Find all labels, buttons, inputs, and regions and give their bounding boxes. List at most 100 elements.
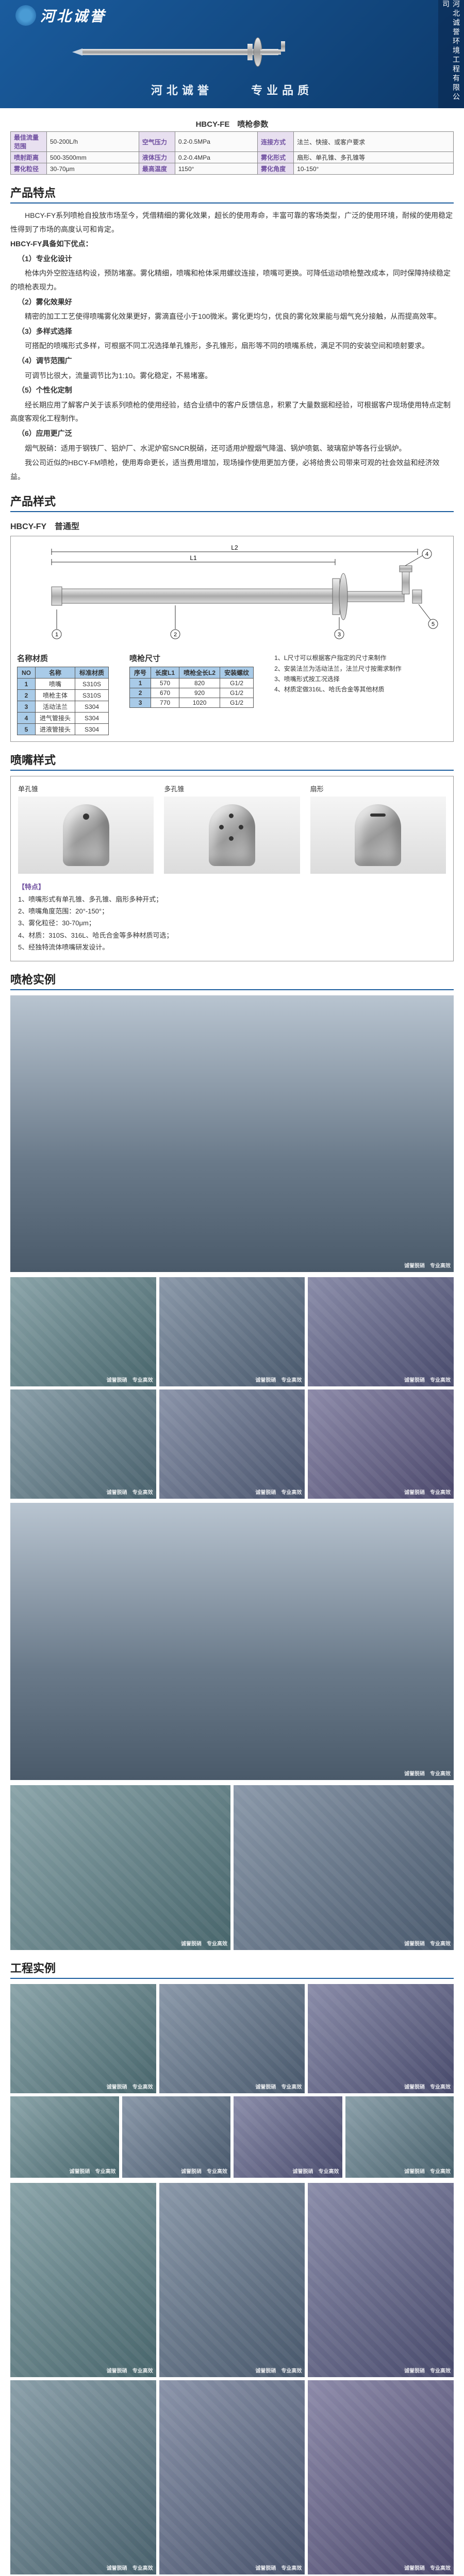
spec-value: 1150° bbox=[175, 163, 257, 175]
features-adv-title: HBCY-FY具备如下优点： bbox=[10, 237, 454, 251]
photo-watermark: 诚誉脱硝 专业高效 bbox=[107, 2082, 153, 2090]
table-row: 37701020G1/2 bbox=[130, 698, 254, 708]
dimension-table-col: 喷枪尺寸 序号长度L1喷枪全长L2安装螺纹 1570820G1/22670920… bbox=[129, 653, 254, 708]
feature-heading: （5）个性化定制 bbox=[10, 383, 454, 397]
photo: 诚誉脱硝 专业高效 bbox=[345, 2096, 454, 2178]
table-cell: 4 bbox=[18, 713, 36, 724]
table-row: 4进气管接头S304 bbox=[18, 713, 109, 724]
dim-note: 1、L尺寸可以根据客户指定的尺寸来制作 bbox=[274, 653, 402, 663]
photo: 诚誉脱硝 专业高效 bbox=[308, 2380, 454, 2574]
feature-line: 烟气脱硝：适用于钢铁厂、铝炉厂、水泥炉窑SNCR脱硝，还可适用炉膛烟气降温、锅炉… bbox=[10, 442, 454, 455]
spec-label: 最高温度 bbox=[139, 163, 175, 175]
header-side-text: 河北诚誉环境工程有限公司 bbox=[438, 0, 464, 108]
table-cell: G1/2 bbox=[220, 688, 254, 698]
photo-watermark: 诚誉脱硝 专业高效 bbox=[255, 2564, 302, 2571]
nozzle-image bbox=[164, 796, 300, 874]
company-name: 河北诚誉 bbox=[40, 5, 106, 26]
probe-illustration bbox=[52, 31, 309, 74]
photo: 诚誉脱硝 专业高效 bbox=[308, 1984, 454, 2093]
table-cell: 喷嘴 bbox=[36, 679, 75, 690]
feature-line: 精密的加工工艺使得喷嘴雾化效果更好，雾滴直径小于100微米。雾化更均匀，优良的雾… bbox=[10, 310, 454, 324]
photo-watermark: 诚誉脱硝 专业高效 bbox=[404, 2366, 451, 2374]
header-tagline: 河北诚誉 专业品质 bbox=[0, 81, 464, 98]
photo: 诚誉脱硝 专业高效 bbox=[234, 1785, 454, 1950]
feature-heading: （2）雾化效果好 bbox=[10, 295, 454, 309]
dim-note: 4、材质定做316L、哈氏合金等其他材质 bbox=[274, 684, 402, 694]
table-row: 1570820G1/2 bbox=[130, 679, 254, 688]
photo-watermark: 诚誉脱硝 专业高效 bbox=[404, 1376, 451, 1383]
spec-value: 50-200L/h bbox=[47, 132, 139, 152]
table-cell: 喷枪主体 bbox=[36, 690, 75, 701]
photo-watermark: 诚誉脱硝 专业高效 bbox=[255, 1488, 302, 1496]
table-cell: 770 bbox=[151, 698, 179, 708]
nozzle-note: 1、喷嘴形式有单孔锥、多孔锥、扇形多种开式； bbox=[18, 893, 446, 905]
material-title: 名称材质 bbox=[17, 653, 109, 664]
svg-text:L1: L1 bbox=[190, 554, 197, 562]
eng-photo-row: 诚誉脱硝 专业高效诚誉脱硝 专业高效诚誉脱硝 专业高效诚誉脱硝 专业高效 bbox=[10, 2096, 454, 2178]
photo: 诚誉脱硝 专业高效 bbox=[159, 1389, 305, 1499]
spec-value: 10-150° bbox=[294, 163, 454, 175]
nozzle-box: 单孔锥多孔锥扇形 【特点】 1、喷嘴形式有单孔锥、多孔锥、扇形多种开式；2、喷嘴… bbox=[10, 776, 454, 961]
dimension-title: 喷枪尺寸 bbox=[129, 653, 254, 664]
gun-photo-large-2: 诚誉脱硝 专业高效 bbox=[10, 1503, 454, 1780]
feature-line: 可调节比很大，流量调节比为1:10。雾化稳定，不易堵塞。 bbox=[10, 369, 454, 383]
photo: 诚誉脱硝 专业高效 bbox=[10, 2380, 156, 2574]
table-cell: 进气管接头 bbox=[36, 713, 75, 724]
material-table: NO名称标准材质 1喷嘴S310S2喷枪主体S310S3活动法兰S3044进气管… bbox=[17, 667, 109, 735]
table-cell: S310S bbox=[75, 679, 109, 690]
feature-line: 我公司近似的HBCY-FM喷枪，使用寿命更长，适当费用增加，现场操作使用更加方便… bbox=[10, 456, 454, 483]
nozzle-label: 扇形 bbox=[310, 784, 446, 793]
table-cell: 进液管接头 bbox=[36, 724, 75, 735]
photo: 诚誉脱硝 专业高效 bbox=[10, 2183, 156, 2377]
material-table-col: 名称材质 NO名称标准材质 1喷嘴S310S2喷枪主体S310S3活动法兰S30… bbox=[17, 653, 109, 735]
spec-value: 30-70μm bbox=[47, 163, 139, 175]
spec-label: 雾化形式 bbox=[258, 152, 294, 163]
eng-photo-grid-3: 诚誉脱硝 专业高效诚誉脱硝 专业高效诚誉脱硝 专业高效诚誉脱硝 专业高效诚誉脱硝… bbox=[10, 2183, 454, 2574]
table-cell: 1 bbox=[18, 679, 36, 690]
photo-watermark: 诚誉脱硝 专业高效 bbox=[293, 2167, 339, 2175]
table-cell: 920 bbox=[179, 688, 220, 698]
table-cell: 5 bbox=[18, 724, 36, 735]
photo: 诚誉脱硝 专业高效 bbox=[122, 2096, 231, 2178]
table-header: 安装螺纹 bbox=[220, 667, 254, 679]
table-cell: S304 bbox=[75, 701, 109, 713]
eng-photos-title: 工程实例 bbox=[10, 1959, 454, 1979]
gun-photos-title: 喷枪实例 bbox=[10, 971, 454, 990]
gun-photo-grid: 诚誉脱硝 专业高效诚誉脱硝 专业高效诚誉脱硝 专业高效诚誉脱硝 专业高效诚誉脱硝… bbox=[10, 1277, 454, 1499]
spec-label: 液体压力 bbox=[139, 152, 175, 163]
svg-text:2: 2 bbox=[174, 632, 177, 638]
nozzle-label: 多孔锥 bbox=[164, 784, 300, 793]
sample-diagram: L2 L1 bbox=[17, 543, 447, 646]
photo: 诚誉脱硝 专业高效 bbox=[308, 2183, 454, 2377]
table-row: 1喷嘴S310S bbox=[18, 679, 109, 690]
photo: 诚誉脱硝 专业高效 bbox=[159, 1277, 305, 1386]
feature-heading: （3）多样式选择 bbox=[10, 325, 454, 338]
spec-value: 扇形、单孔锥、多孔锥等 bbox=[294, 152, 454, 163]
photo: 诚誉脱硝 专业高效 bbox=[159, 2380, 305, 2574]
table-cell: G1/2 bbox=[220, 698, 254, 708]
photo-watermark: 诚誉脱硝 专业高效 bbox=[107, 1488, 153, 1496]
photo-watermark: 诚誉脱硝 专业高效 bbox=[404, 1939, 451, 1947]
nozzle-title: 喷嘴样式 bbox=[10, 751, 454, 771]
table-cell: S310S bbox=[75, 690, 109, 701]
spec-value: 500-3500mm bbox=[47, 152, 139, 163]
feature-line: 经长期应用了解客户关于该系列喷枪的使用经验，结合业绩中的客户反馈信息，积累了大量… bbox=[10, 398, 454, 426]
nozzle-note: 5、经独特流体喷嘴研发设计。 bbox=[18, 941, 446, 953]
svg-text:L2: L2 bbox=[231, 544, 238, 551]
spec-table: 最佳流量范围50-200L/h空气压力0.2-0.5MPa连接方式法兰、快接、或… bbox=[10, 131, 454, 175]
photo-watermark: 诚誉脱硝 专业高效 bbox=[107, 2366, 153, 2374]
feature-line: 枪体内外空腔连结构设，预防堵塞。雾化精细，喷嘴和枪体采用螺纹连接，喷嘴可更换。可… bbox=[10, 266, 454, 294]
photo-watermark: 诚誉脱硝 专业高效 bbox=[404, 1488, 451, 1496]
table-row: 3活动法兰S304 bbox=[18, 701, 109, 713]
photo-watermark: 诚誉脱硝 专业高效 bbox=[181, 1939, 227, 1947]
table-cell: 活动法兰 bbox=[36, 701, 75, 713]
spec-label: 最佳流量范围 bbox=[11, 132, 47, 152]
feature-heading: （4）调节范围广 bbox=[10, 354, 454, 368]
spec-label: 喷射距离 bbox=[11, 152, 47, 163]
photo: 诚誉脱硝 专业高效 bbox=[10, 2096, 119, 2178]
feature-heading: （1）专业化设计 bbox=[10, 252, 454, 266]
photo: 诚誉脱硝 专业高效 bbox=[159, 1984, 305, 2093]
photo: 诚誉脱硝 专业高效 bbox=[10, 1389, 156, 1499]
dimension-table: 序号长度L1喷枪全长L2安装螺纹 1570820G1/22670920G1/23… bbox=[129, 667, 254, 708]
table-header: 标准材质 bbox=[75, 667, 109, 679]
